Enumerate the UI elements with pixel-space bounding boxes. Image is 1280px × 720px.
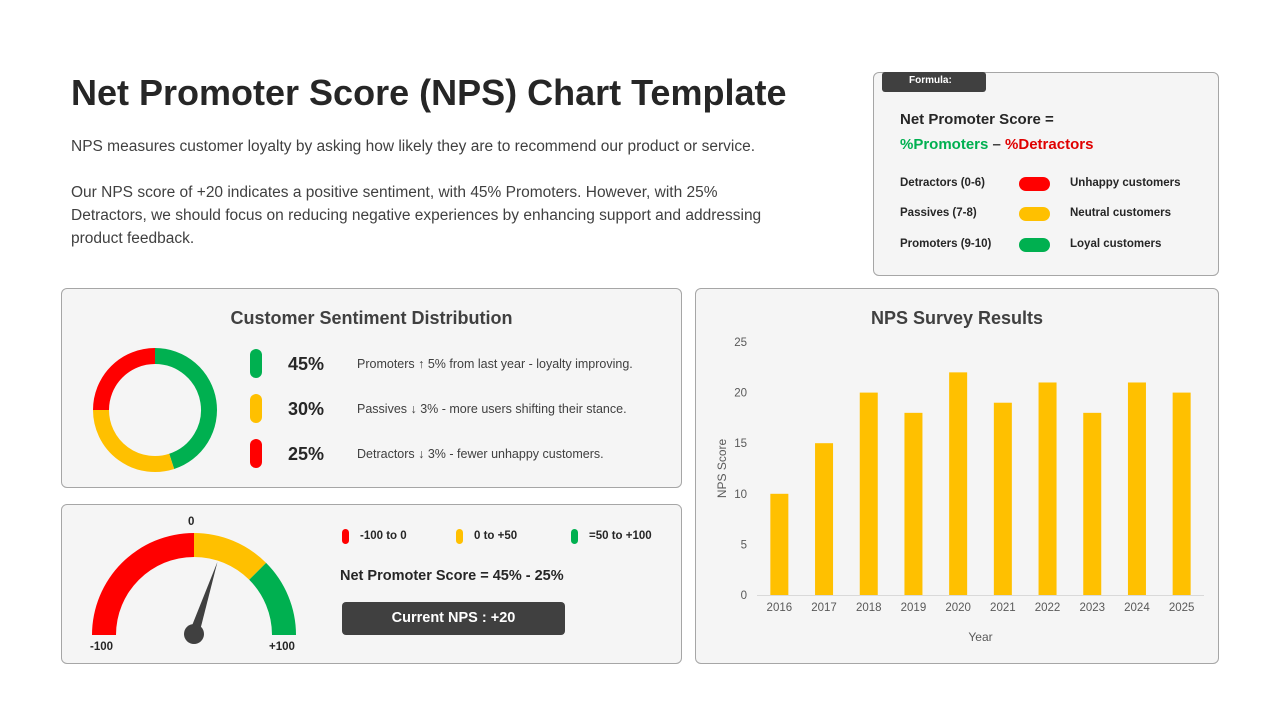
bar-2025 [1172, 392, 1191, 595]
x-tick-label: 2022 [1035, 602, 1061, 614]
sentiment-percent: 30% [288, 399, 325, 419]
formula-row-category: Detractors (0-6) [900, 177, 985, 189]
passive-bar [250, 394, 262, 423]
bar-2016 [770, 493, 789, 595]
formula-row-passives: Passives (7-8) Neutral customers [900, 204, 1200, 224]
bar-2024 [1127, 382, 1146, 595]
y-tick-label: 5 [741, 539, 747, 551]
current-nps-badge: Current NPS : +20 [342, 602, 565, 635]
formula-row-category: Passives (7-8) [900, 207, 977, 219]
legend-yellow-marker [456, 529, 463, 544]
donut-slice-1 [93, 409, 175, 472]
formula-row-description: Neutral customers [1070, 207, 1171, 219]
y-tick-label: 20 [734, 388, 747, 400]
sentiment-row-detractors: 25% Detractors ↓ 3% - fewer unhappy cust… [250, 439, 670, 469]
nps-gauge [92, 533, 296, 644]
formula-row-promoters: Promoters (9-10) Loyal customers [900, 235, 1200, 255]
intro-paragraph-2: Our NPS score of +20 indicates a positiv… [71, 184, 762, 247]
x-axis-label: Year [968, 630, 992, 644]
page-title: Net Promoter Score (NPS) Chart Template [71, 72, 787, 113]
legend-label: =50 to +100 [589, 530, 652, 542]
detractor-pill [1019, 177, 1050, 191]
gauge-hub [184, 624, 204, 644]
x-tick-label: 2020 [945, 602, 971, 614]
bar-2022 [1038, 382, 1057, 595]
x-tick-label: 2025 [1169, 602, 1195, 614]
sentiment-row-passives: 30% Passives ↓ 3% - more users shifting … [250, 394, 670, 424]
formula-title: Net Promoter Score = [900, 111, 1054, 128]
bar-2023 [1083, 412, 1102, 595]
legend-label: 0 to +50 [474, 530, 518, 542]
formula-equation: %Promoters – %Detractors [900, 136, 1093, 153]
formula-row-description: Unhappy customers [1070, 177, 1181, 189]
y-axis-label: NPS Score [715, 438, 729, 498]
formula-promoters: %Promoters [900, 136, 989, 153]
bar-2018 [859, 392, 878, 595]
donut-slice-2 [93, 348, 156, 411]
chart-title: NPS Survey Results [870, 308, 1044, 328]
sentiment-note: Passives ↓ 3% - more users shifting thei… [357, 402, 627, 416]
y-tick-label: 10 [734, 489, 747, 501]
gauge-label-max: +100 [269, 641, 295, 653]
nps-gauge-panel: 0 -100 +100 -100 to 0 0 to +50 =50 to +1… [61, 504, 682, 664]
x-tick-label: 2023 [1079, 602, 1105, 614]
nps-formula: Net Promoter Score = 45% - 25% [340, 568, 564, 584]
intro-paragraph-1: NPS measures customer loyalty by asking … [71, 138, 756, 155]
formula-minus: – [992, 136, 1001, 153]
passive-pill [1019, 207, 1050, 221]
sentiment-note: Detractors ↓ 3% - fewer unhappy customer… [357, 447, 604, 461]
gauge-label-mid: 0 [188, 516, 195, 528]
intro-text: NPS measures customer loyalty by asking … [71, 135, 791, 250]
x-tick-label: 2019 [901, 602, 927, 614]
x-tick-label: 2018 [856, 602, 882, 614]
gauge-green-segment [249, 562, 296, 635]
sentiment-distribution-panel: Customer Sentiment Distribution 45% Prom… [61, 288, 682, 488]
formula-tag: Formula: [882, 72, 986, 92]
promoter-pill [1019, 238, 1050, 252]
x-tick-label: 2017 [811, 602, 837, 614]
bar-2020 [949, 372, 968, 595]
gauge-needle [189, 561, 218, 636]
y-tick-label: 25 [734, 337, 747, 349]
legend-label: -100 to 0 [360, 530, 407, 542]
bar-2019 [904, 412, 923, 595]
nps-survey-results-panel: NPS Survey Results 0 5 10 15 20 25 2016 2017 201… [695, 288, 1219, 664]
promoter-bar [250, 349, 262, 378]
sentiment-percent: 25% [288, 444, 325, 464]
distribution-title: Customer Sentiment Distribution [230, 308, 513, 328]
bar-2017 [815, 443, 834, 595]
formula-row-category: Promoters (9-10) [900, 238, 992, 250]
gauge-yellow-segment [194, 533, 267, 580]
y-tick-label: 15 [734, 438, 747, 450]
legend-green-marker [571, 529, 578, 544]
gauge-label-min: -100 [90, 641, 114, 653]
bar-2021 [993, 402, 1012, 595]
sentiment-percent: 45% [288, 354, 325, 374]
formula-detractors: %Detractors [1005, 136, 1094, 153]
legend-red-marker [342, 529, 349, 544]
donut-slice-0 [154, 348, 217, 469]
formula-row-detractors: Detractors (0-6) Unhappy customers [900, 174, 1200, 194]
sentiment-donut-chart [93, 348, 217, 472]
formula-panel: Formula: Net Promoter Score = %Promoters… [873, 72, 1219, 276]
x-tick-label: 2021 [990, 602, 1016, 614]
gauge-red-segment [92, 533, 194, 635]
formula-row-description: Loyal customers [1070, 238, 1162, 250]
y-tick-label: 0 [741, 590, 747, 602]
sentiment-note: Promoters ↑ 5% from last year - loyalty … [357, 357, 633, 371]
x-tick-label: 2024 [1124, 602, 1150, 614]
sentiment-row-promoters: 45% Promoters ↑ 5% from last year - loya… [250, 349, 670, 379]
x-tick-label: 2016 [767, 602, 793, 614]
detractor-bar [250, 439, 262, 468]
